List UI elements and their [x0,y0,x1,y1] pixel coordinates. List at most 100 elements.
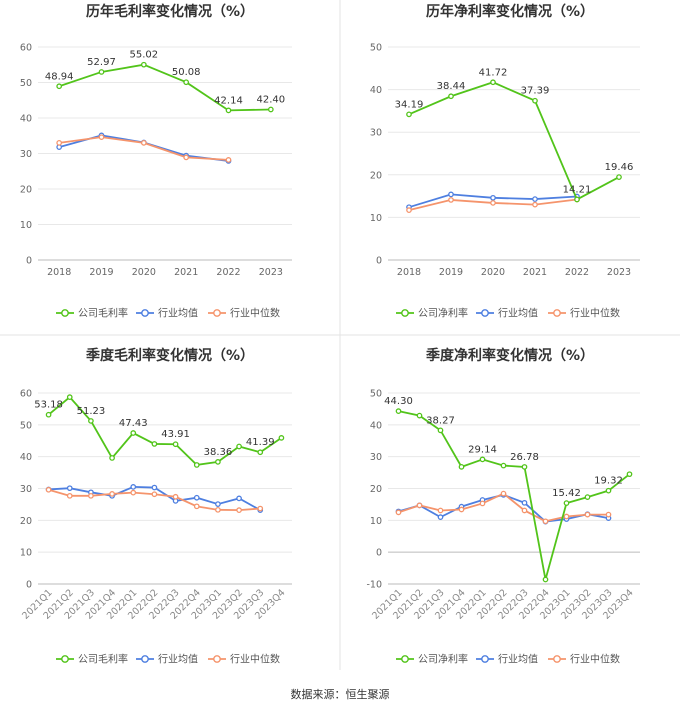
data-point [416,502,423,509]
y-tick-label: 40 [20,114,32,125]
data-point [236,443,242,450]
data-point [626,471,633,478]
data-point [236,507,242,513]
data-point [395,509,402,516]
data-point [66,394,73,400]
data-label: 55.02 [130,50,159,61]
data-label: 51.23 [77,406,106,417]
x-tick-label: 2020 [132,267,156,278]
legend-swatch-marker [481,655,489,663]
y-tick-label: 0 [376,548,382,559]
data-point [532,97,538,104]
data-point [521,507,528,514]
data-point [448,197,454,203]
y-tick-label: 60 [20,43,32,54]
data-point [88,492,94,499]
data-label: 26.78 [510,452,539,463]
data-point [109,455,115,461]
y-tick-label: 0 [26,580,32,591]
data-point [521,499,528,506]
legend-swatch-marker [141,309,149,317]
series-line [398,410,631,580]
data-point [479,500,486,507]
data-point [130,484,137,490]
data-point [563,500,570,506]
y-tick-label: 50 [370,389,382,400]
data-point [98,134,105,141]
data-point [172,493,179,500]
chart-panel: 历年净利率变化情况（%） 0 10 20 30 40 50 2018 2019 2020 2021 2… [370,3,640,320]
data-point [236,495,242,502]
series-line [408,81,620,201]
data-point [151,484,158,491]
data-point [521,464,528,470]
legend-label: 行业均值 [158,653,198,666]
data-point [172,441,179,448]
y-tick-label: 10 [20,548,32,559]
data-label: 38.27 [426,415,455,426]
data-point [416,412,423,419]
data-point [193,503,200,510]
data-point [605,511,612,518]
data-label: 47.43 [119,418,148,429]
data-point [479,456,486,463]
data-point [437,514,444,521]
legend-swatch-marker [401,655,409,663]
x-tick-label: 2022 [565,267,589,278]
data-point [490,200,496,206]
y-tick-label: 0 [376,256,382,267]
chart-panel: 历年毛利率变化情况（%） 0 10 20 30 40 50 60 2018 2019 2020 202… [20,3,292,320]
legend-label: 行业中位数 [570,653,620,666]
y-tick-label: 20 [370,484,382,495]
data-label: 42.40 [257,94,286,105]
data-point [56,83,63,90]
data-label: 38.36 [204,447,233,458]
data-label: 48.94 [45,71,74,82]
data-point [532,196,538,202]
data-point [278,435,285,441]
data-point [458,464,465,470]
legend-label: 行业中位数 [230,307,280,320]
data-label: 38.44 [437,81,466,92]
y-tick-label: 30 [20,484,32,495]
data-point [56,140,63,146]
data-point [215,506,221,513]
legend-label: 行业均值 [498,653,538,666]
y-tick-label: 60 [20,389,32,400]
data-label: 29.14 [468,444,497,455]
legend-swatch-marker [61,309,69,317]
data-point [151,491,158,498]
x-tick-label: 2023 [607,267,631,278]
legend-swatch-marker [481,309,489,317]
data-point [257,505,264,512]
legend-label: 公司净利率 [418,307,468,320]
data-label: 19.46 [605,162,634,173]
data-point [458,506,465,513]
chart-title: 历年净利率变化情况（%） [426,3,594,20]
data-source-note: 数据来源：恒生聚源 [290,688,390,701]
y-tick-label: 10 [370,516,382,527]
data-point [563,513,570,520]
y-tick-label: 50 [20,78,32,89]
y-tick-label: 10 [20,220,32,231]
data-point [140,140,147,146]
y-tick-label: 10 [370,213,382,224]
data-point [542,576,549,583]
data-point [151,441,158,447]
x-tick-label: 2018 [47,267,71,278]
data-point [584,511,591,518]
data-label: 53.18 [34,400,63,411]
data-point [437,507,444,514]
x-tick-label: 2021 [174,267,198,278]
data-label: 15.42 [552,488,581,499]
legend-label: 行业均值 [158,307,198,320]
y-tick-label: 30 [370,452,382,463]
data-point [395,408,402,414]
data-point [109,491,115,497]
data-point [88,418,94,424]
y-tick-label: 40 [370,85,382,96]
series-line [58,63,271,112]
chart-panel: 季度净利率变化情况（%）-10010203040502021Q12021Q220… [366,347,640,666]
data-point [130,489,137,496]
